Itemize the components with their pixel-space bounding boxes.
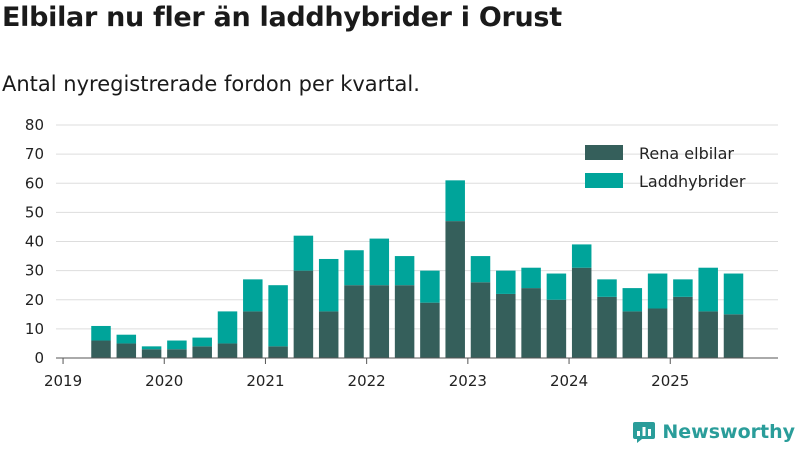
bar-rena-elbilar [723,314,744,358]
bar-rena-elbilar [445,221,465,358]
x-tick-label: 2022 [348,372,386,390]
bar-laddhybrider [394,256,415,286]
legend-label: Rena elbilar [639,144,734,163]
y-tick-label: 40 [25,233,44,251]
bar-laddhybrider [698,267,718,312]
bar-rena-elbilar [369,285,390,358]
bar-rena-elbilar [571,267,592,358]
bar-rena-elbilar [521,288,541,358]
bar-laddhybrider [293,235,314,271]
bar-laddhybrider [318,258,339,312]
bar-laddhybrider [116,334,137,344]
bar-rena-elbilar [243,311,263,358]
bar-laddhybrider [91,325,111,341]
bar-rena-elbilar [293,270,314,358]
bar-laddhybrider [546,273,567,300]
bar-laddhybrider [141,346,162,350]
bar-laddhybrider [192,337,212,347]
bar-rena-elbilar [167,349,187,358]
y-tick-label: 80 [25,116,44,134]
bar-laddhybrider [597,279,617,297]
bar-rena-elbilar [91,340,111,358]
y-tick-label: 10 [25,320,44,338]
bar-rena-elbilar [622,311,643,358]
bar-laddhybrider [420,270,440,303]
chart-subtitle: Antal nyregistrerade fordon per kvartal. [2,72,420,96]
bar-laddhybrider [344,250,364,286]
bar-laddhybrider [243,279,263,312]
bar-laddhybrider [445,180,465,222]
bar-rena-elbilar [192,346,212,358]
x-tick-label: 2025 [651,372,689,390]
bar-rena-elbilar [268,346,288,358]
bar-rena-elbilar [546,299,567,358]
bar-laddhybrider [268,285,288,347]
bar-laddhybrider [217,311,238,344]
bar-laddhybrider [521,267,541,289]
bar-rena-elbilar [673,296,693,358]
bar-laddhybrider [167,340,187,350]
x-tick-label: 2024 [550,372,588,390]
bar-laddhybrider [723,273,744,315]
brand-name: Newsworthy [662,421,795,443]
bar-rena-elbilar [698,311,718,358]
bar-laddhybrider [647,273,668,309]
y-tick-label: 60 [25,174,44,192]
y-tick-label: 0 [34,349,44,367]
bar-rena-elbilar [647,308,668,358]
chart-title: Elbilar nu fler än laddhybrider i Orust [2,2,562,33]
x-tick-label: 2020 [145,372,183,390]
legend-swatch [585,173,623,188]
bar-rena-elbilar [116,343,137,358]
bar-rena-elbilar [217,343,238,358]
y-tick-label: 20 [25,291,44,309]
y-tick-label: 70 [25,145,44,163]
x-tick-label: 2023 [449,372,487,390]
bar-laddhybrider [673,279,693,297]
y-tick-label: 50 [25,203,44,221]
bar-rena-elbilar [394,285,415,358]
bar-laddhybrider [496,270,516,294]
newsworthy-logo-icon [633,422,656,443]
bar-rena-elbilar [597,296,617,358]
bar-laddhybrider [369,238,390,286]
bar-rena-elbilar [470,282,491,358]
legend-label: Laddhybrider [639,172,746,191]
bar-rena-elbilar [141,349,162,358]
x-tick-label: 2019 [44,372,82,390]
bar-laddhybrider [571,244,592,268]
bar-laddhybrider [470,256,491,283]
bar-rena-elbilar [318,311,339,358]
bar-rena-elbilar [344,285,364,358]
x-tick-label: 2021 [246,372,284,390]
legend-swatch [585,145,623,160]
bar-laddhybrider [622,288,643,312]
brand-logo: Newsworthy [632,420,795,444]
y-tick-label: 30 [25,262,44,280]
bar-rena-elbilar [496,293,516,358]
bar-rena-elbilar [420,302,440,358]
